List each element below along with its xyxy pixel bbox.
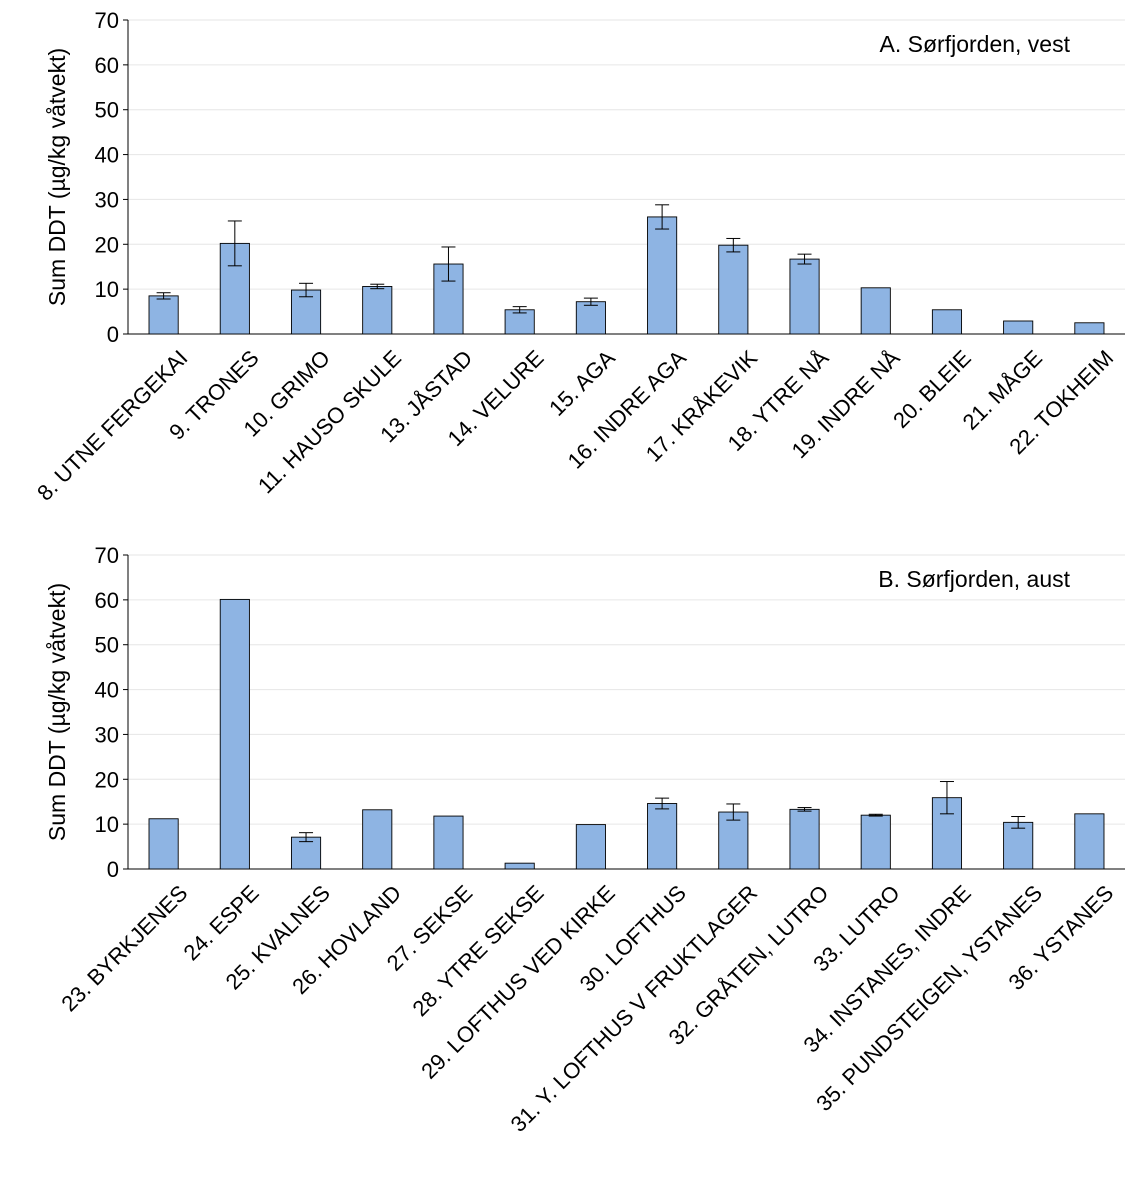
bar: [647, 216, 678, 335]
y-tick-label: 20: [95, 767, 119, 792]
y-tick-label: 60: [95, 588, 119, 613]
bar: [290, 289, 322, 335]
bar: [290, 836, 322, 870]
y-axis-title: Sum DDT (µg/kg våtvekt): [44, 583, 70, 841]
bar: [789, 808, 820, 870]
bar: [362, 286, 393, 335]
panel-title: A. Sørfjorden, vest: [880, 31, 1071, 57]
bar: [504, 309, 535, 335]
bar: [718, 244, 749, 335]
bar: [1074, 322, 1105, 335]
y-tick-label: 30: [95, 187, 119, 212]
bar: [647, 803, 678, 870]
y-tick-label: 40: [95, 143, 119, 168]
bar: [362, 809, 393, 870]
y-tick-label: 60: [95, 53, 119, 78]
bar: [718, 811, 749, 870]
y-tick-label: 0: [107, 322, 119, 347]
bar: [148, 295, 179, 335]
y-axis-title: Sum DDT (µg/kg våtvekt): [44, 48, 70, 306]
y-tick-label: 70: [95, 543, 119, 568]
bar: [219, 598, 250, 870]
y-tick-label: 10: [95, 812, 119, 837]
y-tick-label: 30: [95, 722, 119, 747]
y-tick-label: 20: [95, 232, 119, 257]
bar: [148, 818, 179, 870]
y-tick-label: 50: [95, 633, 119, 658]
bar: [789, 258, 820, 335]
y-tick-label: 40: [95, 678, 119, 703]
y-tick-label: 0: [107, 857, 119, 882]
bar: [575, 301, 606, 335]
bar: [575, 824, 606, 870]
y-tick-label: 50: [95, 98, 119, 123]
y-tick-label: 10: [95, 277, 119, 302]
bar: [1003, 320, 1034, 335]
panel-title: B. Sørfjorden, aust: [878, 566, 1070, 592]
bar: [860, 814, 891, 870]
bar: [860, 287, 891, 335]
bar: [433, 815, 464, 870]
bar: [1003, 821, 1034, 870]
x-category-label: 23. BYRKJENES: [56, 880, 192, 1016]
bar: [931, 309, 963, 335]
y-tick-label: 70: [95, 8, 119, 33]
bar: [1074, 813, 1105, 870]
bar: [504, 862, 535, 870]
x-category-label: 28. YTRE SEKSE: [407, 880, 548, 1021]
